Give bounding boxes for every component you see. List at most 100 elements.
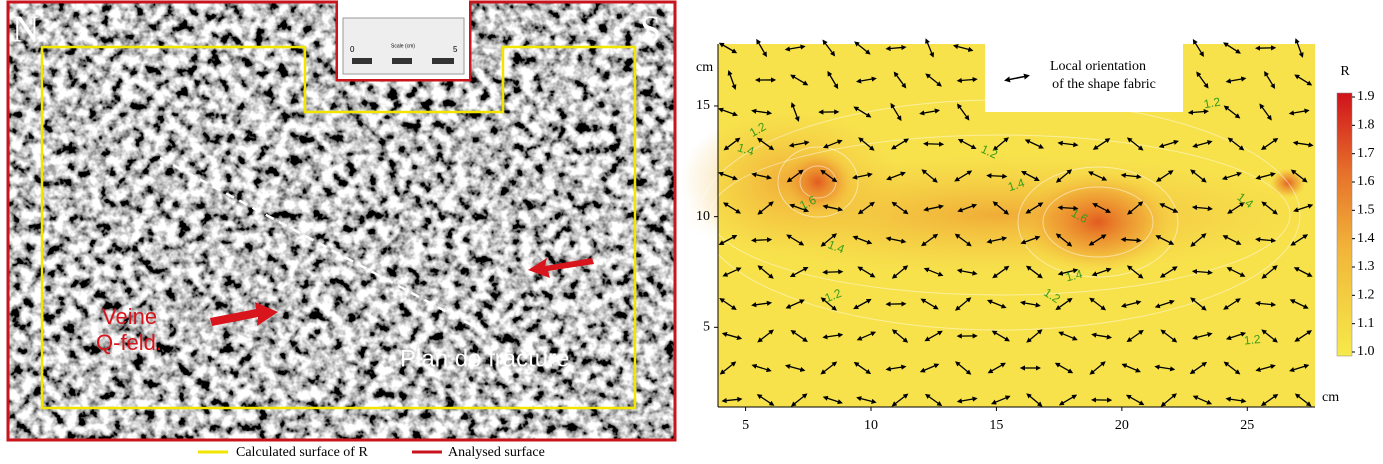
fabric-arrow: [1264, 70, 1276, 90]
fabric-arrow: [756, 394, 775, 406]
fracture-line: [159, 156, 491, 337]
fabric-arrow: [1225, 76, 1247, 84]
fabric-arrow: [1159, 266, 1178, 278]
fabric-arrow: [1019, 300, 1041, 308]
fabric-arrow: [1057, 140, 1079, 148]
fabric-arrow: [1058, 331, 1078, 341]
fabric-arrow: [923, 204, 944, 212]
fabric-arrow: [721, 332, 743, 340]
fabric-arrow: [1089, 361, 1106, 375]
fabric-arrow: [1091, 267, 1112, 277]
x-tick-label: 20: [1115, 418, 1129, 433]
x-tick-label: 10: [864, 418, 878, 433]
contour-label: 1.4: [1064, 267, 1084, 285]
colorbar: [1336, 92, 1353, 357]
fabric-arrow: [790, 393, 808, 407]
colorbar-tick-label: 1.4: [1357, 231, 1375, 246]
fabric-arrow: [789, 266, 809, 278]
fabric-arrow: [786, 234, 805, 246]
red-arrow: [528, 258, 594, 278]
fabric-arrow: [957, 203, 978, 213]
fabric-arrow: [854, 41, 871, 55]
field-shade: [1023, 172, 1173, 272]
fabric-arrow: [1025, 202, 1044, 214]
fabric-arrow: [1155, 170, 1174, 182]
photo-panel: 0 Scale (cm) 5 N S Veine Q-feld. Plan de…: [6, 0, 677, 442]
fabric-arrow: [1261, 201, 1278, 215]
fabric-arrow: [891, 393, 909, 407]
fabric-arrow: [856, 396, 877, 404]
fabric-arrow: [1127, 201, 1144, 215]
fabric-arrow: [957, 138, 977, 150]
fabric-arrow: [924, 330, 943, 342]
fabric-arrow: [784, 364, 806, 372]
fabric-arrow: [1294, 74, 1313, 86]
contour-label: 1.2: [1203, 95, 1222, 112]
fabric-arrow: [1160, 393, 1177, 407]
fabric-arrow: [1293, 203, 1314, 213]
fabric-arrow: [757, 137, 775, 151]
fabric-arrow: [1025, 265, 1043, 279]
fabric-arrow: [1226, 267, 1246, 277]
colorbar-title: R: [1340, 64, 1350, 79]
contour: [709, 134, 1291, 296]
scale-segment: [432, 58, 454, 64]
fabric-arrow: [1192, 140, 1213, 148]
fabric-arrow: [986, 173, 1008, 179]
fabric-arrow: [992, 137, 1009, 151]
fabric-arrow: [1288, 108, 1310, 116]
fabric-arrow: [1125, 394, 1145, 406]
fabric-arrow: [1020, 235, 1041, 245]
fabric-arrow: [1294, 330, 1313, 342]
vein-label: Veine: [102, 304, 157, 329]
fabric-arrow: [852, 235, 873, 245]
fabric-arrow: [1290, 234, 1309, 246]
fabric-arrow: [1190, 169, 1207, 183]
fabric-arrow: [1289, 299, 1309, 309]
fabric-arrow: [1055, 169, 1073, 183]
fabric-arrow: [1154, 364, 1176, 372]
north-label: N: [12, 9, 39, 51]
fabric-arrow: [1225, 396, 1247, 404]
contour-label: 1.2: [979, 142, 1000, 162]
scale-start: 0: [350, 45, 355, 54]
fabric-arrow: [1057, 268, 1079, 276]
fabric-arrow: [1120, 172, 1142, 180]
fabric-arrow: [1255, 300, 1277, 308]
fabric-arrow: [891, 201, 909, 215]
y-unit: cm: [696, 60, 713, 75]
fabric-arrow: [992, 265, 1010, 279]
fabric-arrow: [751, 237, 773, 243]
fabric-arrow: [954, 170, 973, 182]
colorbar-tick-label: 1.7: [1357, 146, 1375, 161]
fabric-arrow: [952, 44, 974, 52]
contour-label: 1.4: [1006, 176, 1027, 195]
fabric-arrow: [1227, 137, 1245, 151]
fabric-arrow: [1290, 169, 1308, 183]
fabric-arrow: [1260, 393, 1279, 407]
scale-bar-box: [342, 17, 465, 75]
fabric-arrow: [722, 267, 742, 277]
fabric-arrow: [1294, 38, 1304, 58]
fabric-arrow: [1089, 297, 1107, 311]
fabric-arrow: [885, 44, 907, 52]
fabric-arrow: [751, 300, 773, 308]
scale-title: Scale (cm): [391, 43, 415, 49]
fabric-arrow: [1221, 171, 1243, 181]
legend-label: Calculated surface of R: [236, 445, 368, 460]
contour-label: 1.6: [797, 193, 818, 213]
fabric-arrow: [1289, 363, 1310, 373]
fabric-arrow: [991, 330, 1010, 342]
fabric-arrow: [723, 137, 741, 151]
fabric-arrow: [853, 361, 872, 375]
fabric-arrow: [925, 38, 935, 58]
fabric-arrow: [820, 169, 838, 183]
fabric-arrow: [1191, 268, 1213, 276]
colorbar-tick-label: 1.8: [1357, 118, 1375, 133]
fabric-arrow: [751, 363, 772, 373]
fabric-arrow: [827, 70, 839, 90]
fabric-arrow: [718, 107, 738, 117]
fabric-arrow: [955, 297, 972, 311]
fabric-arrow: [1192, 332, 1213, 340]
